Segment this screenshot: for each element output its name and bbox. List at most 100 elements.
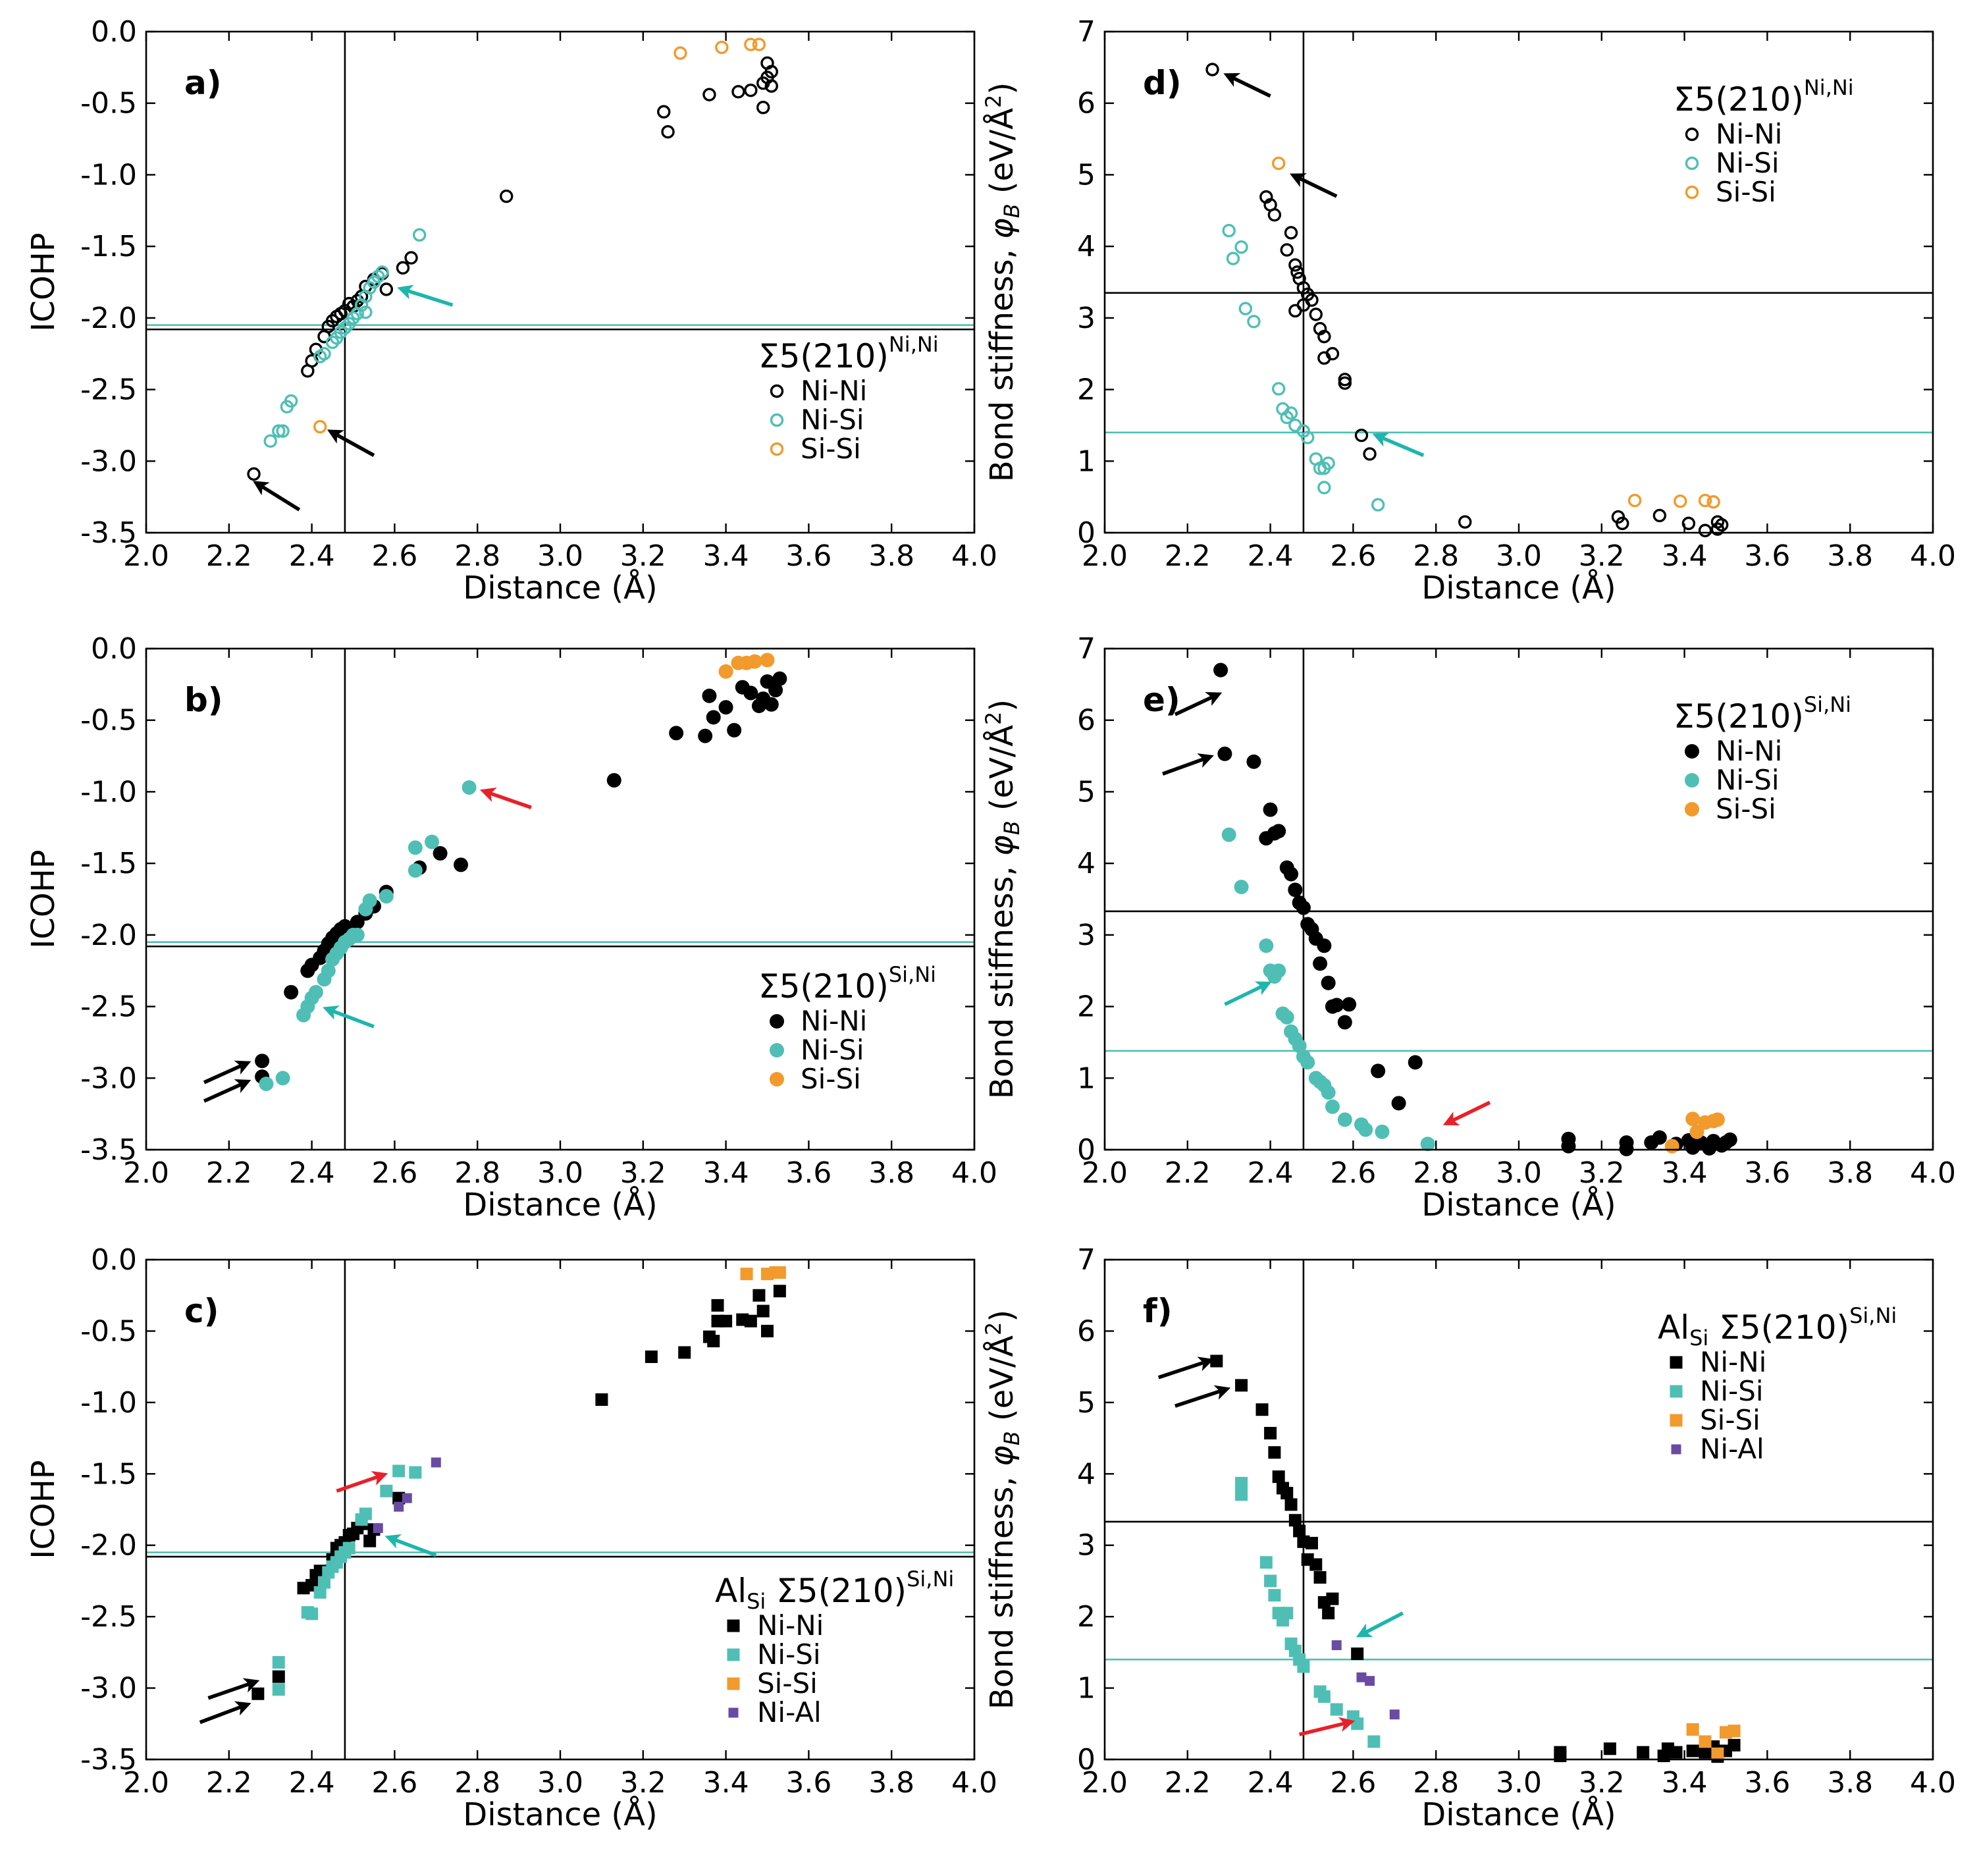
point-si-si: [1699, 1735, 1712, 1748]
x-tick-label: 3.0: [1496, 539, 1542, 573]
y-axis-label: Bond stiffness, φB (eV/Å2): [981, 699, 1024, 1099]
legend-title: Σ5(210)Ni,Ni: [758, 332, 939, 375]
x-axis-label: Distance (Å): [463, 1186, 657, 1223]
point-ni-al: [1356, 1672, 1367, 1682]
x-tick-label: 3.8: [1827, 539, 1873, 573]
plot-frame: [145, 1258, 976, 1761]
y-axis-label: ICOHP: [25, 232, 62, 332]
point-ni-ni: [1313, 1571, 1327, 1584]
point-ni-al: [1389, 1709, 1400, 1720]
point-ni-ni: [761, 1324, 774, 1337]
point-ni-ni: [678, 1346, 691, 1359]
y-tick-label: -3.5: [80, 1743, 137, 1777]
point-ni-ni: [669, 726, 684, 741]
point-ni-si: [1221, 827, 1236, 842]
point-ni-ni: [1637, 1746, 1650, 1759]
legend-entry: Ni-Al: [1700, 1433, 1764, 1465]
point-ni-si: [1271, 382, 1286, 396]
point-si-si: [760, 653, 775, 668]
legend-entry: Si-Si: [801, 1063, 861, 1095]
point-ni-si: [1234, 880, 1249, 895]
legend-marker: [1685, 773, 1699, 788]
legend-entry: Ni-Si: [1700, 1375, 1764, 1407]
legend-title: Σ5(210)Ni,Ni: [1674, 75, 1854, 119]
point-ni-ni: [255, 1054, 270, 1069]
y-tick-label: 6: [1077, 704, 1095, 737]
y-tick-label: -3.5: [80, 516, 137, 550]
legend-marker: [770, 1072, 784, 1086]
point-ni-si: [1317, 481, 1331, 495]
x-tick-label: 3.6: [785, 1766, 831, 1800]
point-ni-ni: [764, 65, 778, 79]
point-ni-ni: [711, 1299, 724, 1312]
point-ni-al: [402, 1493, 412, 1503]
x-tick-label: 3.6: [1744, 539, 1790, 573]
point-ni-si: [1222, 224, 1236, 238]
point-ni-ni: [1722, 1132, 1737, 1147]
y-axis-label: ICOHP: [25, 849, 62, 949]
point-ni-ni: [1272, 1470, 1285, 1484]
point-ni-si: [305, 1607, 319, 1621]
x-tick-label: 2.8: [454, 1156, 500, 1190]
point-ni-ni: [1255, 1403, 1269, 1416]
panel-label: c): [184, 1292, 219, 1330]
x-tick-label: 3.2: [620, 1766, 666, 1800]
point-ni-ni: [1728, 1738, 1741, 1752]
x-tick-label: 2.0: [123, 539, 169, 573]
legend-entry: Ni-Si: [801, 404, 864, 436]
legend-marker: [770, 384, 784, 398]
point-ni-si: [392, 1464, 406, 1478]
x-tick-label: 3.4: [703, 539, 749, 573]
y-tick-label: 2: [1077, 373, 1095, 407]
y-tick-label: -0.5: [80, 1314, 137, 1348]
annotation-arrow: [1298, 1717, 1356, 1736]
point-ni-si: [1371, 498, 1385, 512]
x-tick-label: 2.2: [1165, 539, 1211, 573]
point-ni-si: [1301, 431, 1315, 444]
legend-marker: [1670, 1385, 1683, 1398]
point-ni-al: [373, 1523, 383, 1534]
y-tick-label: 1: [1077, 444, 1095, 478]
point-ni-si: [272, 1683, 285, 1696]
point-ni-si: [313, 1586, 327, 1599]
point-ni-ni: [247, 467, 261, 481]
y-tick-label: -2.0: [80, 302, 137, 335]
x-tick-label: 3.2: [1579, 1156, 1625, 1190]
point-ni-si: [1300, 1055, 1315, 1070]
legend-entry: Si-Si: [757, 1667, 818, 1700]
point-ni-si: [425, 834, 440, 849]
x-tick-label: 3.8: [868, 1156, 914, 1190]
point-ni-si: [408, 863, 423, 878]
panel-label: f): [1143, 1292, 1173, 1330]
point-ni-si: [263, 434, 277, 448]
point-ni-si: [342, 1541, 356, 1555]
point-ni-si: [1280, 1607, 1294, 1620]
legend-marker: [770, 1043, 784, 1058]
point-ni-si: [1247, 315, 1261, 329]
point-ni-ni: [756, 1304, 770, 1318]
x-tick-label: 4.0: [1910, 539, 1956, 573]
point-ni-ni: [645, 1350, 658, 1363]
x-tick-label: 2.4: [1248, 539, 1294, 573]
point-ni-al: [1365, 1676, 1375, 1686]
y-tick-label: -3.0: [80, 1672, 137, 1705]
x-tick-label: 2.6: [371, 1156, 417, 1190]
legend-entry: Ni-Ni: [801, 375, 867, 407]
annotation-arrow: [323, 1005, 375, 1029]
y-tick-label: -1.5: [80, 847, 137, 880]
x-tick-label: 2.8: [1413, 1766, 1459, 1800]
annotation-arrow: [480, 788, 532, 809]
panel-a: 2.0 2.2 2.4 2.6 2.8 3.0 3.2 3.4 3.6 3.8 4.0 0.0 -0.5…: [25, 15, 997, 606]
x-tick-label: 2.4: [1248, 1766, 1294, 1800]
y-tick-label: -2.5: [80, 1600, 137, 1634]
point-si-si: [1706, 495, 1720, 509]
point-ni-ni: [1391, 1096, 1406, 1111]
y-tick-label: -1.0: [80, 1386, 137, 1420]
point-si-si: [747, 654, 762, 669]
point-ni-ni: [379, 282, 394, 296]
point-ni-si: [321, 963, 336, 978]
x-tick-label: 2.6: [1330, 539, 1376, 573]
legend-title: Σ5(210)Si,Ni: [758, 962, 936, 1005]
x-tick-label: 2.8: [1413, 1156, 1459, 1190]
x-tick-label: 2.8: [454, 1766, 500, 1800]
